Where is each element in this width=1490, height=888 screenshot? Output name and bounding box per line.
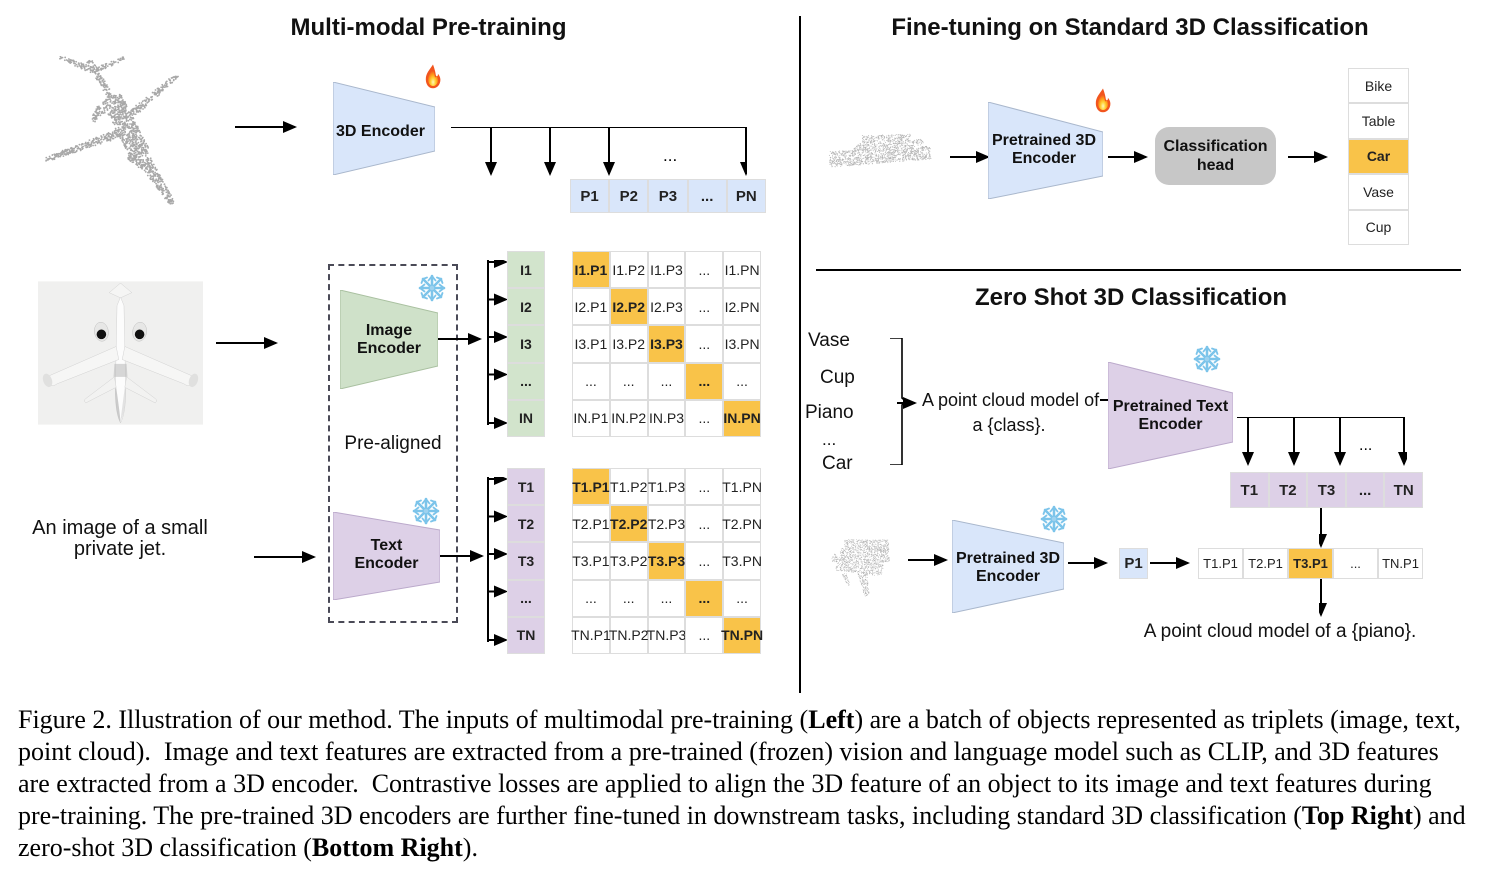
svg-text:...: ... — [663, 146, 677, 165]
svg-text:...: ... — [1359, 437, 1372, 454]
